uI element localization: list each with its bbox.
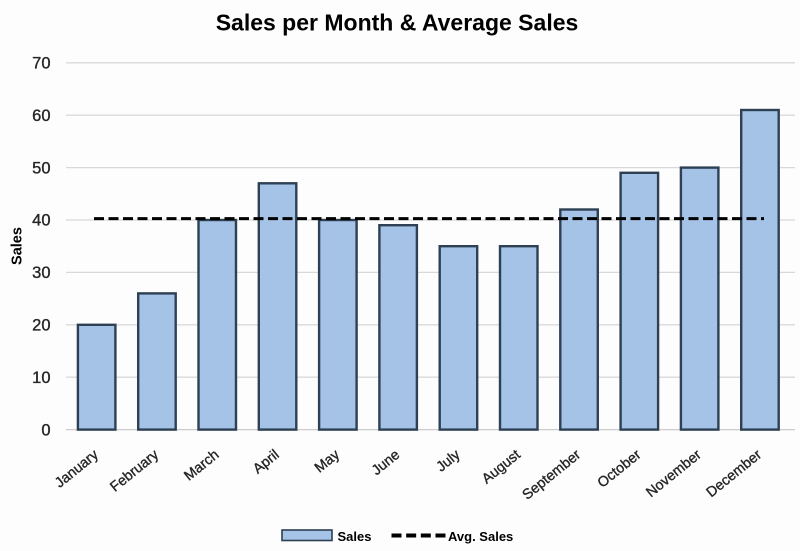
svg-text:50: 50 [32, 159, 50, 177]
svg-text:60: 60 [32, 107, 50, 125]
svg-text:10: 10 [32, 369, 50, 387]
svg-text:Sales per Month & Average Sale: Sales per Month & Average Sales [216, 10, 579, 36]
svg-text:Sales: Sales [10, 227, 26, 265]
svg-text:20: 20 [32, 317, 50, 335]
svg-text:Avg. Sales: Avg. Sales [448, 529, 513, 544]
svg-text:30: 30 [32, 264, 50, 282]
svg-text:40: 40 [32, 212, 50, 230]
svg-text:70: 70 [32, 55, 50, 73]
svg-text:Sales: Sales [338, 529, 372, 544]
svg-text:0: 0 [41, 421, 50, 439]
